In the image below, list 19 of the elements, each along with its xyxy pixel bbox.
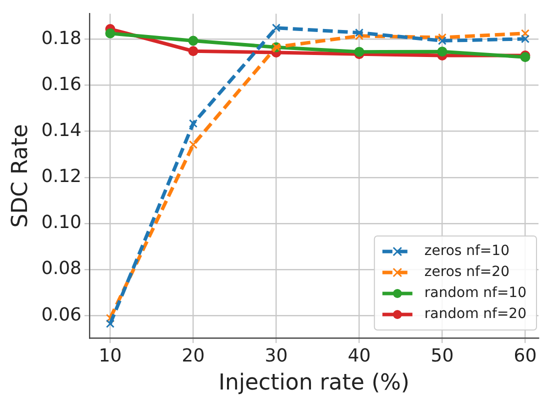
- y-tick-label: 0.14: [41, 120, 82, 141]
- legend-label: random nf=10: [424, 285, 527, 302]
- x-tick-label: 40: [348, 345, 371, 366]
- y-tick-label: 0.16: [41, 74, 82, 95]
- legend-label: zeros nf=10: [424, 243, 510, 260]
- legend-label: zeros nf=20: [424, 264, 510, 280]
- x-tick-label: 50: [430, 345, 454, 366]
- x-tick-label: 20: [182, 345, 205, 366]
- x-tick-label: 60: [514, 345, 537, 366]
- y-tick-label: 0.18: [41, 28, 82, 49]
- x-tick-label: 30: [264, 345, 288, 366]
- y-tick-label: 0.08: [41, 258, 82, 280]
- x-tick-label: 10: [98, 345, 122, 366]
- x-axis-title: Injection rate (%): [218, 370, 410, 396]
- y-tick-label: 0.06: [41, 304, 82, 326]
- y-tick-label: 0.12: [41, 166, 82, 188]
- y-axis-title: SDC Rate: [8, 124, 33, 228]
- legend-label: random nf=20: [424, 306, 527, 322]
- y-tick-label: 0.10: [41, 212, 82, 234]
